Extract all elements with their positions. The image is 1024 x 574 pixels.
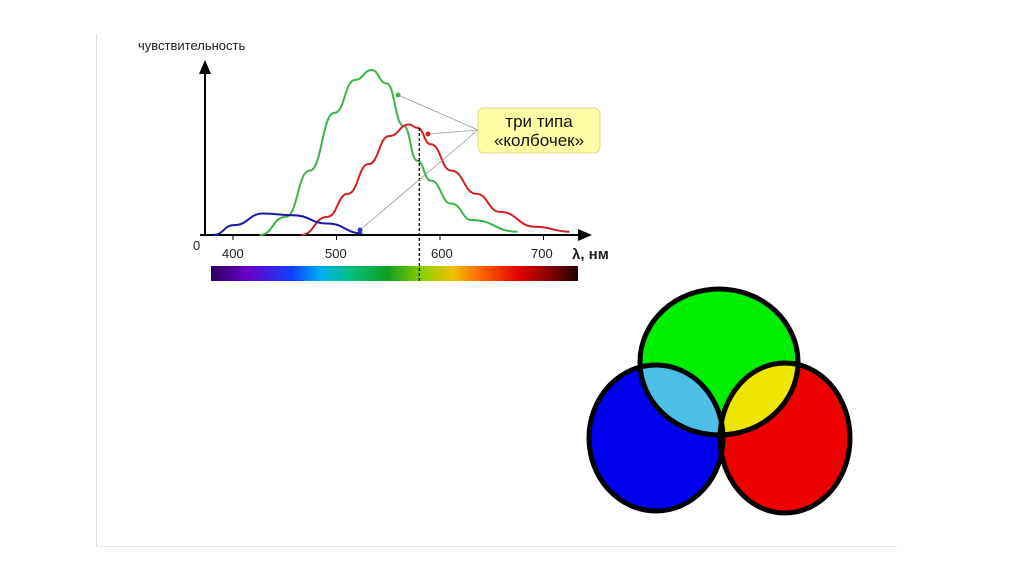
annotation-pointer [397, 94, 479, 131]
x-tick-500: 500 [325, 246, 347, 261]
y-axis-label: чувствительность [138, 38, 245, 53]
x-tick-600: 600 [431, 246, 453, 261]
venn-blue-outline [586, 362, 726, 514]
x-axis-label: λ, нм [572, 246, 609, 263]
x-tick-700: 700 [531, 246, 553, 261]
annotation-pointer [427, 129, 479, 135]
annotation-pointer [359, 129, 479, 231]
spectrum-bar [211, 266, 578, 281]
venn-red-outline [717, 360, 853, 516]
green-cone-curve [259, 68, 518, 236]
pointer-arrowhead [395, 92, 401, 98]
rgb-venn-diagram [586, 286, 853, 516]
venn-overlap-yellow [720, 363, 798, 435]
pointer-arrowhead [357, 227, 363, 233]
pointer-arrowhead [425, 131, 431, 137]
origin-label: 0 [193, 238, 200, 253]
slide-frame [96, 34, 897, 547]
x-tick-400: 400 [222, 246, 244, 261]
annotation-line1: три типа [505, 112, 573, 131]
annotation-line2: «колбочек» [494, 131, 584, 150]
annotation-box [477, 107, 601, 154]
venn-overlap-cyan [640, 365, 723, 435]
blue-cone-curve [213, 212, 363, 236]
